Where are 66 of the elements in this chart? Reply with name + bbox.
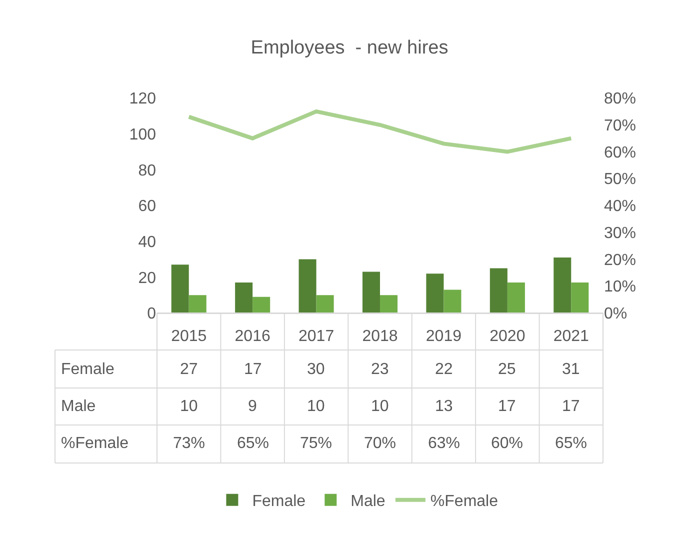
x-tick-label: 2020	[490, 328, 526, 346]
bar	[298, 259, 316, 313]
data-label: 13	[435, 398, 453, 415]
data-label: 73%	[173, 435, 206, 452]
y-tick-label: 100	[129, 126, 156, 144]
y2-tick-label: 30%	[604, 224, 636, 242]
legend-label: Male	[350, 493, 386, 510]
data-label: 70%	[364, 435, 396, 452]
data-label: 65%	[237, 435, 270, 452]
bar	[316, 295, 334, 313]
bar	[444, 290, 462, 313]
x-tick-label: 2018	[362, 328, 398, 346]
text: %Female	[61, 435, 129, 452]
bar	[252, 296, 270, 313]
data-label: 60%	[491, 435, 524, 452]
data-label: 30	[307, 361, 325, 378]
data-label: 65%	[555, 435, 588, 452]
data-label: 63%	[428, 435, 460, 452]
data-label: 25	[498, 361, 516, 378]
text: Male	[61, 398, 96, 415]
bar	[188, 295, 206, 313]
y-tick-label: 0	[147, 306, 156, 323]
data-label: 75%	[300, 435, 332, 452]
x-tick-label: 2016	[234, 328, 270, 346]
data-label: 10	[371, 398, 389, 415]
bar	[380, 295, 398, 313]
y2-tick-label: 0%	[604, 306, 628, 323]
data-label: 31	[562, 361, 580, 378]
y2-tick-label: 20%	[604, 252, 636, 269]
line-series	[186, 109, 574, 154]
data-label: 9	[248, 398, 257, 415]
legend-label: %Female	[430, 493, 498, 510]
y-tick-label: 80	[138, 162, 156, 180]
data-label: 27	[180, 361, 198, 378]
legend-label: Female	[252, 493, 306, 510]
bar	[490, 268, 508, 313]
x-tick-label: 2021	[553, 328, 590, 346]
y-tick-label: 120	[129, 90, 156, 108]
bar	[554, 257, 572, 313]
bar	[507, 282, 525, 313]
y2-tick-label: 50%	[604, 171, 636, 188]
y2-tick-label: 60%	[604, 144, 636, 162]
y-tick-label: 40	[138, 234, 156, 251]
y2-tick-label: 70%	[604, 117, 636, 134]
y-tick-label: 60	[138, 198, 156, 216]
y2-tick-label: 80%	[604, 90, 636, 108]
x-tick-label: 2015	[171, 328, 207, 346]
bar	[235, 282, 253, 313]
data-label: 17	[244, 361, 262, 378]
y2-tick-label: 10%	[604, 278, 636, 296]
data-label: 23	[371, 361, 389, 378]
chart-title: Employees - new hires	[250, 38, 448, 59]
x-tick-label: 2019	[426, 328, 462, 346]
data-label: 17	[562, 398, 580, 415]
data-label: 22	[435, 361, 453, 378]
data-label: 10	[307, 398, 325, 415]
x-tick-label: 2017	[298, 328, 334, 346]
bar	[362, 272, 380, 313]
bar	[571, 282, 589, 313]
y-tick-label: 20	[138, 270, 156, 287]
data-label: 17	[498, 398, 516, 415]
bar	[426, 274, 444, 313]
y2-tick-label: 40%	[604, 198, 636, 216]
bar	[171, 264, 189, 313]
text: Female	[61, 361, 114, 378]
data-label: 10	[180, 398, 198, 415]
